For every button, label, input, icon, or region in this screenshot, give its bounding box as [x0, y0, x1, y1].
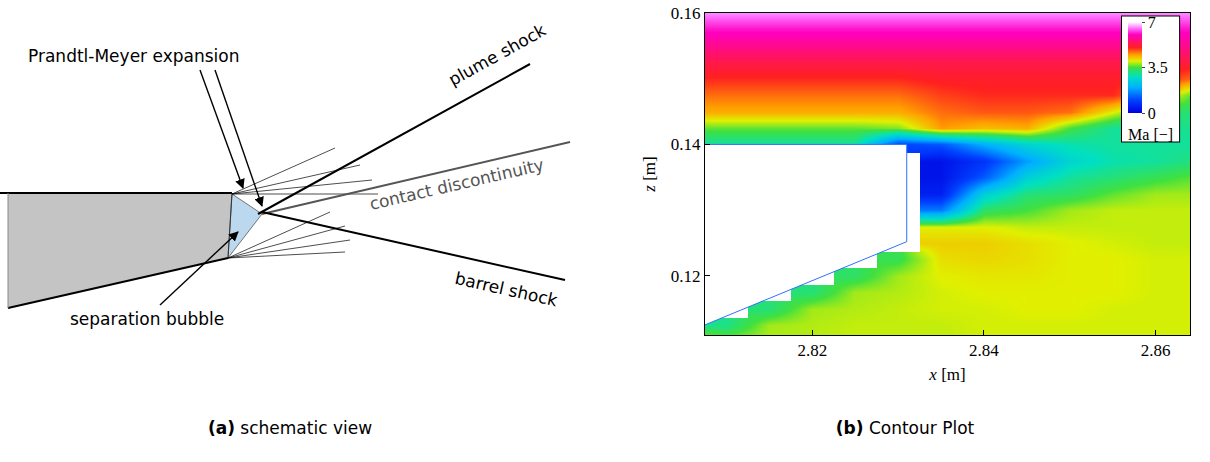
svg-text:2.84: 2.84 — [969, 341, 999, 360]
svg-text:2.82: 2.82 — [797, 341, 827, 360]
svg-text:7: 7 — [1148, 14, 1156, 31]
svg-text:0: 0 — [1148, 105, 1156, 122]
svg-text:separation bubble: separation bubble — [70, 309, 224, 329]
svg-text:plume shock: plume shock — [445, 20, 549, 90]
svg-text:x [m]: x [m] — [928, 365, 965, 384]
html-text:(a) schematic view: (a) schematic view — [207, 418, 373, 438]
svg-text:Prandtl-Meyer expansion: Prandtl-Meyer expansion — [28, 46, 239, 66]
html-text:(b) Contour Plot: (b) Contour Plot — [835, 418, 975, 438]
svg-text:contact discontinuity: contact discontinuity — [368, 154, 546, 214]
svg-text:2.86: 2.86 — [1141, 341, 1171, 360]
svg-text:barrel shock: barrel shock — [453, 268, 559, 310]
svg-text:Ma [−]: Ma [−] — [1128, 126, 1173, 143]
svg-text:0.14: 0.14 — [671, 135, 701, 154]
svg-text:0.16: 0.16 — [671, 4, 701, 23]
svg-text:z [m]: z [m] — [640, 156, 659, 192]
svg-text:3.5: 3.5 — [1148, 59, 1168, 76]
svg-text:0.12: 0.12 — [671, 267, 701, 286]
